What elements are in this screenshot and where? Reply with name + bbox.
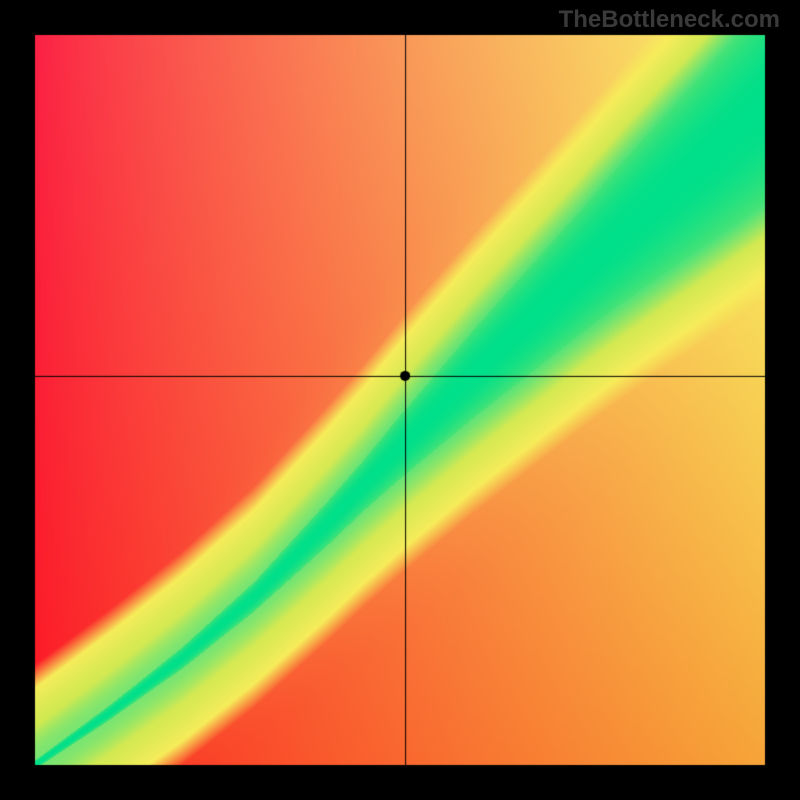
chart-container: TheBottleneck.com: [0, 0, 800, 800]
watermark-text: TheBottleneck.com: [559, 6, 780, 34]
bottleneck-heatmap: [0, 0, 800, 800]
